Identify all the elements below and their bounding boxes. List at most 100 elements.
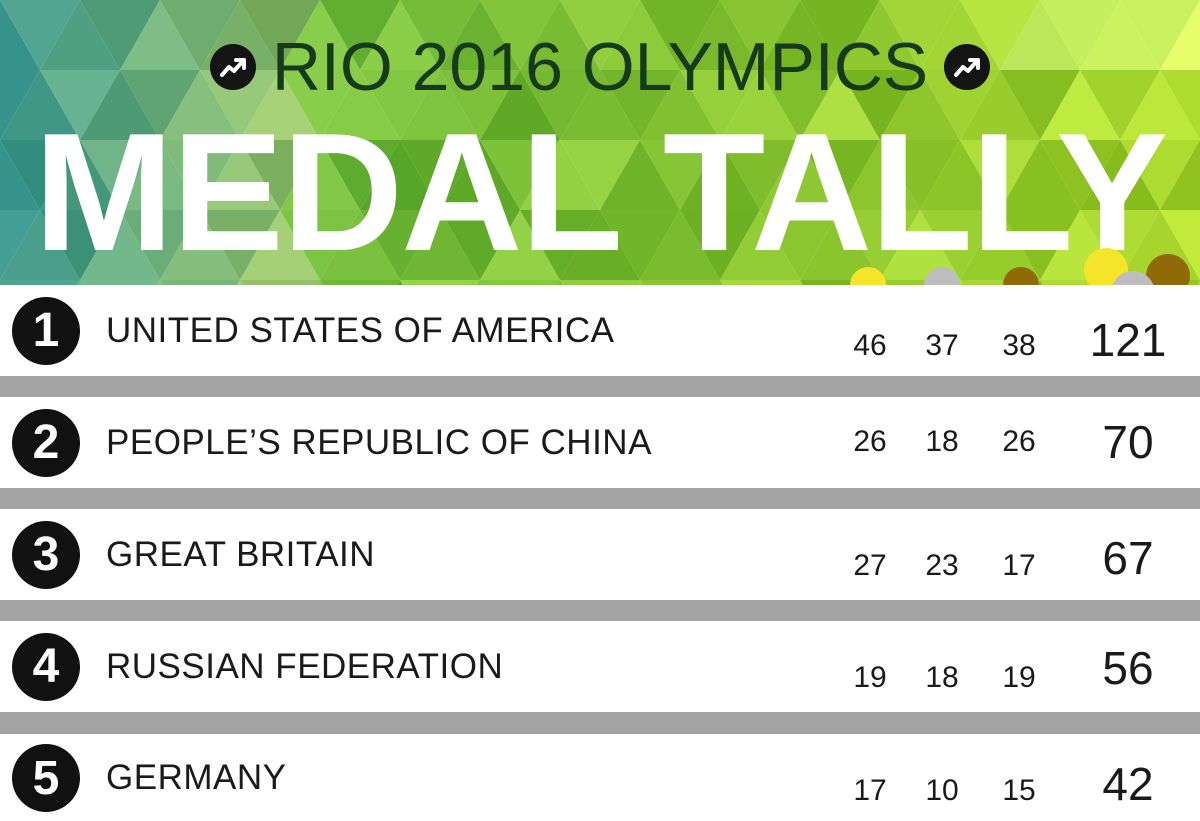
mosaic-triangle (840, 140, 920, 210)
mosaic-triangle (920, 210, 1000, 280)
mosaic-triangle (600, 140, 680, 210)
bronze-count: 15 (1002, 774, 1036, 807)
silver-count: 10 (925, 774, 959, 807)
silver-count: 37 (925, 329, 959, 362)
mosaic-triangle (0, 0, 80, 70)
mosaic-triangle (840, 210, 920, 280)
mosaic-triangle (520, 0, 600, 70)
mosaic-triangle (400, 0, 480, 70)
silver-count: 18 (925, 425, 959, 458)
mosaic-triangle (440, 140, 520, 210)
mosaic-triangle (1080, 70, 1160, 140)
mosaic-triangle (480, 210, 560, 280)
mosaic-triangle (560, 140, 640, 210)
mosaic-triangle (960, 0, 1040, 70)
mosaic-triangle (680, 140, 760, 210)
mosaic-triangle (360, 140, 440, 210)
mosaic-triangle (1000, 140, 1080, 210)
mosaic-triangle (280, 70, 360, 140)
table-row: 2 PEOPLE’S REPUBLIC OF CHINA 26 18 26 70 (0, 397, 1200, 488)
rank-badge: 5 (12, 744, 80, 812)
subtitle: RIO 2016 OLYMPICS (271, 29, 929, 105)
mosaic-triangle (1040, 70, 1120, 140)
mosaic-triangle (280, 0, 360, 70)
rank-badge: 3 (12, 520, 80, 589)
mosaic-triangle (240, 210, 320, 280)
mosaic-triangle (440, 210, 520, 280)
mosaic-triangle (320, 210, 400, 280)
mosaic-triangle (1080, 0, 1160, 70)
mosaic-triangle (880, 70, 960, 140)
mosaic-triangle (720, 70, 800, 140)
trending-up-icon (944, 44, 991, 90)
mosaic-triangle (80, 0, 160, 70)
table-row: 5 GERMANY 17 10 15 42 (0, 735, 1200, 821)
mosaic-triangle (760, 70, 840, 140)
mosaic-triangle (480, 70, 560, 140)
mosaic-triangle (760, 140, 840, 210)
total-count: 42 (1102, 758, 1154, 810)
row-separator (0, 488, 1200, 510)
trending-up-icon (209, 44, 256, 90)
mosaic-triangle (120, 140, 200, 210)
mosaic-triangle (1120, 0, 1200, 70)
country-name: RUSSIAN FEDERATION (106, 646, 504, 686)
table-row: 4 RUSSIAN FEDERATION 19 18 19 56 (0, 621, 1200, 712)
country-name: GREAT BRITAIN (106, 534, 376, 574)
mosaic-triangle (40, 210, 120, 280)
mosaic-triangle (480, 140, 560, 210)
mosaic-triangle (0, 140, 80, 210)
silver-count: 18 (925, 661, 959, 694)
mosaic-triangle (80, 70, 160, 140)
rank-badge: 2 (12, 408, 80, 477)
mosaic-triangle (1120, 140, 1200, 210)
mosaic-triangle (440, 70, 520, 140)
mosaic-triangle (840, 0, 920, 70)
mosaic-triangle (960, 70, 1040, 140)
mosaic-triangle (520, 70, 600, 140)
mosaic-triangle (560, 0, 640, 70)
mosaic-triangle (1000, 0, 1080, 70)
mosaic-triangle (680, 210, 760, 280)
mosaic-triangle (360, 0, 440, 70)
mosaic-triangle (1120, 70, 1200, 140)
mosaic-triangle (120, 210, 200, 280)
mosaic-triangle (320, 0, 400, 70)
mosaic-triangle (800, 140, 880, 210)
mosaic-triangle (880, 210, 960, 280)
mosaic-triangle (720, 140, 800, 210)
mosaic-triangle (1040, 0, 1120, 70)
mosaic-triangle (160, 70, 240, 140)
mosaic-triangle (240, 140, 320, 210)
mosaic-triangle (600, 210, 680, 280)
bronze-count: 26 (1002, 425, 1036, 458)
bronze-count: 19 (1002, 661, 1036, 694)
mosaic-triangle (720, 210, 800, 280)
mosaic-triangle (880, 0, 960, 70)
mosaic-triangle (1040, 140, 1120, 210)
mosaic-triangle (200, 140, 280, 210)
mosaic-triangle (1080, 140, 1160, 210)
mosaic-triangle (280, 140, 360, 210)
mosaic-triangle (40, 0, 120, 70)
mosaic-triangle (520, 210, 600, 280)
mosaic-triangle (640, 0, 720, 70)
mosaic-triangle (960, 140, 1040, 210)
mosaic-triangle (40, 140, 120, 210)
mosaic-triangle (640, 70, 720, 140)
mosaic-triangle (1080, 210, 1160, 280)
mosaic-triangle (840, 70, 920, 140)
mosaic-triangle (760, 210, 840, 280)
mosaic-triangle (400, 210, 480, 280)
total-count: 56 (1102, 642, 1154, 694)
subtitle-row: RIO 2016 OLYMPICS (0, 22, 1200, 112)
country-name: GERMANY (106, 758, 287, 797)
mosaic-triangle (880, 140, 960, 210)
mosaic-triangle (440, 0, 520, 70)
mosaic-triangle (1160, 70, 1200, 140)
mosaic-triangle (480, 0, 560, 70)
mosaic-triangle (920, 140, 1000, 210)
row-separator (0, 712, 1200, 734)
gold-count: 27 (853, 549, 887, 582)
mosaic-triangle (520, 140, 600, 210)
